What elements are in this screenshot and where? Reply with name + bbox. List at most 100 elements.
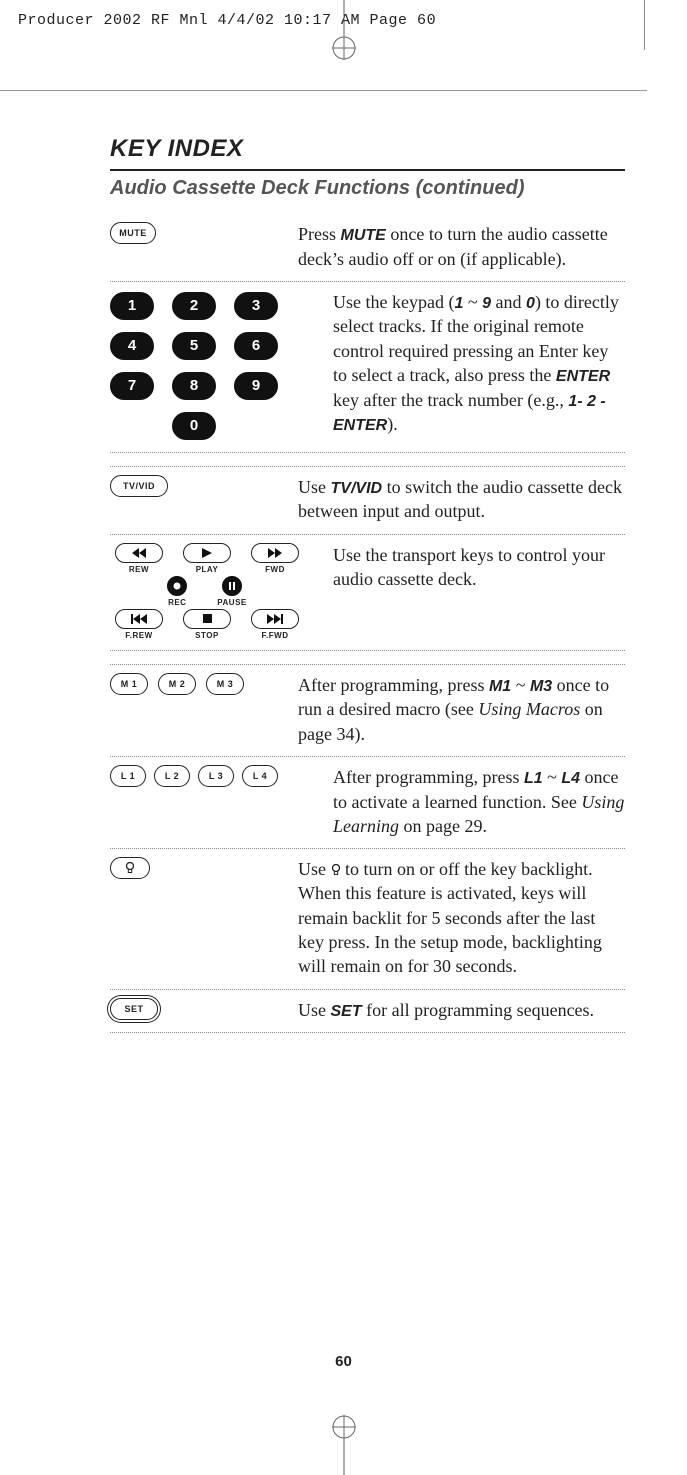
title-rule <box>110 169 625 171</box>
spacer <box>110 453 625 467</box>
text: to turn on or off the key backlight. Whe… <box>298 859 602 976</box>
entry-mute: MUTE Press MUTE once to turn the audio c… <box>110 214 625 282</box>
label: REC <box>168 598 186 607</box>
key-ref: L4 <box>561 770 580 787</box>
text: for all programming sequences. <box>362 1000 594 1020</box>
play-button <box>183 543 231 563</box>
entry-learn: L 1 L 2 L 3 L 4 After programming, press… <box>110 757 625 849</box>
text: After programming, press <box>298 675 489 695</box>
digit-6: 6 <box>234 332 278 360</box>
entry-set: SET Use SET for all programming sequence… <box>110 990 625 1034</box>
m3-button: M 3 <box>206 673 244 695</box>
text: Use the transport keys to control your a… <box>333 545 605 589</box>
label: REW <box>129 565 149 574</box>
fwd-button <box>251 543 299 563</box>
trim-rule-top <box>0 90 647 91</box>
text: and <box>491 292 526 312</box>
keycol-tvvid: TV/VID <box>110 475 280 524</box>
entry-macros: M 1 M 2 M 3 After programming, press M1 … <box>110 665 625 757</box>
keycol-backlight <box>110 857 280 978</box>
text: Press <box>298 224 341 244</box>
ffwd-button <box>251 609 299 629</box>
text: ~ <box>511 675 530 695</box>
frew-button <box>115 609 163 629</box>
label: PAUSE <box>217 598 246 607</box>
keycol-learn: L 1 L 2 L 3 L 4 <box>110 765 315 838</box>
digit-8: 8 <box>172 372 216 400</box>
text: Use <box>298 1000 331 1020</box>
desc-keypad: Use the keypad (1 ~ 9 and 0) to directly… <box>333 290 625 442</box>
key-ref: 9 <box>482 295 491 312</box>
key-ref: MUTE <box>341 227 386 244</box>
text: on page 29. <box>399 816 487 836</box>
text: ). <box>387 414 398 434</box>
content-area: KEY INDEX Audio Cassette Deck Functions … <box>110 135 625 1033</box>
digit-5: 5 <box>172 332 216 360</box>
text: After programming, press <box>333 767 524 787</box>
crop-mark-top <box>319 0 369 70</box>
print-run-header: Producer 2002 RF Mnl 4/4/02 10:17 AM Pag… <box>18 12 436 29</box>
keycol-macros: M 1 M 2 M 3 <box>110 673 280 746</box>
key-ref: SET <box>331 1003 362 1020</box>
label: STOP <box>195 631 219 640</box>
label: FWD <box>265 565 285 574</box>
bulb-icon <box>125 861 135 875</box>
keycol-set: SET <box>110 998 280 1023</box>
keycol-transport: REW PLAY FWD REC PAUSE F.REW STOP F.FWD <box>110 543 315 640</box>
page-title: KEY INDEX <box>110 135 625 163</box>
pause-button <box>222 576 242 596</box>
digit-2: 2 <box>172 292 216 320</box>
page-number: 60 <box>335 1353 352 1370</box>
bulb-icon-inline <box>331 863 341 877</box>
desc-backlight: Use to turn on or off the key backlight.… <box>298 857 625 978</box>
stop-button <box>183 609 231 629</box>
desc-learn: After programming, press L1 ~ L4 once to… <box>333 765 625 838</box>
digit-7: 7 <box>110 372 154 400</box>
digit-9: 9 <box>234 372 278 400</box>
key-ref: M3 <box>530 678 552 695</box>
desc-macros: After programming, press M1 ~ M3 once to… <box>298 673 625 746</box>
l3-button: L 3 <box>198 765 234 787</box>
mute-button: MUTE <box>110 222 156 244</box>
key-ref: L1 <box>524 770 543 787</box>
entry-keypad: 1 2 3 4 5 6 7 8 9 0 Use the keypad (1 ~ … <box>110 282 625 453</box>
crop-mark-bottom <box>319 1405 369 1475</box>
l1-button: L 1 <box>110 765 146 787</box>
backlight-button <box>110 857 150 879</box>
text: key after the track number (e.g., <box>333 390 568 410</box>
m1-button: M 1 <box>110 673 148 695</box>
rew-button <box>115 543 163 563</box>
spacer <box>110 651 625 665</box>
digit-1: 1 <box>110 292 154 320</box>
desc-tvvid: Use TV/VID to switch the audio cassette … <box>298 475 625 524</box>
transport-keys: REW PLAY FWD REC PAUSE F.REW STOP F.FWD <box>110 543 315 640</box>
page: Producer 2002 RF Mnl 4/4/02 10:17 AM Pag… <box>0 0 687 1475</box>
label: F.REW <box>125 631 152 640</box>
digit-0: 0 <box>172 412 216 440</box>
key-ref: TV/VID <box>331 480 383 497</box>
desc-transport: Use the transport keys to control your a… <box>333 543 625 640</box>
section-subhead: Audio Cassette Deck Functions (continued… <box>110 177 625 200</box>
text: Use <box>298 477 331 497</box>
text: Use <box>298 859 331 879</box>
text: ~ <box>463 292 482 312</box>
entry-transport: REW PLAY FWD REC PAUSE F.REW STOP F.FWD … <box>110 535 625 651</box>
tvvid-button: TV/VID <box>110 475 168 497</box>
entry-tvvid: TV/VID Use TV/VID to switch the audio ca… <box>110 467 625 535</box>
key-ref: M1 <box>489 678 511 695</box>
label: PLAY <box>196 565 219 574</box>
cross-ref: Using Macros <box>478 699 580 719</box>
trim-rule-right <box>644 0 645 50</box>
key-ref: ENTER <box>556 368 610 385</box>
keycol-mute: MUTE <box>110 222 280 271</box>
entry-backlight: Use to turn on or off the key backlight.… <box>110 849 625 989</box>
l4-button: L 4 <box>242 765 278 787</box>
keypad: 1 2 3 4 5 6 7 8 9 0 <box>110 290 315 442</box>
digit-4: 4 <box>110 332 154 360</box>
key-ref: 0 <box>526 295 535 312</box>
set-button: SET <box>110 998 158 1020</box>
desc-set: Use SET for all programming sequences. <box>298 998 625 1023</box>
text: ~ <box>543 767 562 787</box>
m2-button: M 2 <box>158 673 196 695</box>
digit-3: 3 <box>234 292 278 320</box>
